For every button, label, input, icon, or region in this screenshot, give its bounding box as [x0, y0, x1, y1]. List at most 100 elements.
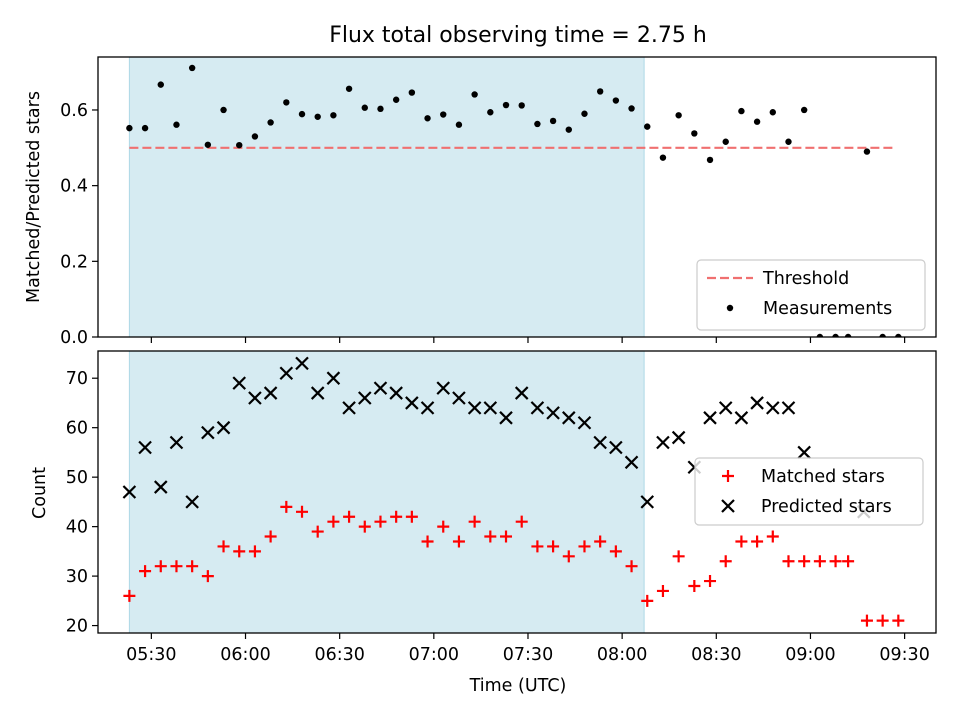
data-point	[279, 366, 294, 381]
top-plot-area: 0.0 0.2 0.4 0.6 Threshold Measurements	[60, 56, 937, 348]
data-point	[769, 109, 776, 116]
bottom-y-tick-label: 30	[66, 567, 88, 587]
data-point	[452, 535, 465, 548]
data-point	[373, 381, 388, 395]
data-point	[424, 115, 431, 122]
bottom-plot-area: 20 30 40 50 60 70 05:30 06:00 06:30 07:00 07:30 08:…	[66, 350, 937, 665]
data-point	[153, 480, 168, 494]
top-axes-frame	[97, 56, 937, 338]
data-point	[719, 555, 732, 568]
data-point	[547, 540, 560, 553]
top-plot-content	[126, 57, 902, 337]
bottom-panel: 20 30 40 50 60 70 05:30 06:00 06:30 07:00 07:30 08:…	[30, 350, 937, 696]
x-tick-label: 08:30	[691, 645, 741, 665]
data-point	[829, 555, 842, 568]
data-point	[405, 510, 418, 523]
data-point	[139, 565, 152, 578]
data-point	[204, 141, 212, 148]
data-point	[766, 401, 780, 415]
top-y-axis-label: Matched/Predicted stars	[24, 91, 44, 303]
data-point	[311, 525, 324, 538]
data-point	[624, 455, 639, 470]
data-point	[546, 406, 560, 420]
data-point	[220, 106, 227, 114]
data-point	[141, 124, 149, 132]
data-point	[186, 560, 199, 573]
data-point	[296, 505, 309, 518]
legend-label: Measurements	[763, 299, 892, 319]
data-point	[895, 333, 902, 337]
data-point	[703, 411, 717, 425]
bottom-y-tick-label: 60	[66, 419, 88, 439]
legend-label: Threshold	[762, 269, 849, 289]
data-point	[738, 107, 745, 115]
data-point	[534, 120, 541, 128]
data-point	[217, 540, 230, 553]
data-point	[691, 130, 698, 137]
data-point	[248, 545, 261, 558]
data-point	[264, 530, 277, 543]
data-point	[500, 530, 513, 543]
data-point	[358, 391, 372, 405]
data-point	[706, 156, 714, 164]
legend-frame	[696, 259, 926, 331]
data-point	[628, 105, 635, 112]
x-tick-label: 07:30	[503, 645, 553, 665]
data-point	[565, 126, 572, 133]
x-tick-label: 06:00	[220, 645, 270, 665]
data-point	[487, 109, 494, 116]
data-point	[345, 85, 353, 92]
data-point	[343, 510, 356, 523]
data-point	[440, 111, 447, 118]
x-tick-label: 05:30	[126, 645, 176, 665]
bottom-plot-content	[122, 351, 905, 633]
data-point	[283, 99, 290, 106]
data-point	[785, 138, 792, 145]
data-point	[609, 440, 623, 455]
data-point	[842, 555, 855, 568]
x-tick-label: 07:00	[409, 645, 459, 665]
data-point	[201, 425, 215, 440]
data-point	[832, 333, 839, 337]
data-point	[514, 386, 529, 400]
data-point	[797, 445, 811, 460]
data-point	[530, 401, 545, 415]
data-point	[326, 371, 341, 385]
data-point	[641, 594, 654, 607]
data-point	[484, 530, 497, 543]
data-point	[263, 386, 278, 400]
data-point	[612, 97, 620, 104]
legend-x-swatch	[721, 499, 735, 513]
bottom-y-tick-label: 40	[66, 518, 88, 538]
data-point	[483, 401, 498, 415]
data-point	[879, 333, 886, 337]
data-point	[596, 88, 604, 95]
data-point	[656, 584, 669, 597]
data-point	[722, 138, 729, 145]
data-point	[468, 515, 481, 528]
bottom-legend: Matched stars Predicted stars	[694, 457, 924, 526]
data-point	[421, 535, 434, 548]
data-point	[392, 96, 400, 103]
data-point	[138, 440, 152, 455]
data-point	[844, 333, 852, 337]
bottom-y-tick-label: 70	[66, 369, 88, 389]
data-point	[405, 396, 419, 410]
top-y-tick-label: 0.0	[60, 328, 88, 348]
bottom-y-tick-label: 20	[66, 617, 88, 637]
data-point	[876, 614, 889, 627]
data-point	[126, 124, 133, 132]
data-point	[280, 500, 293, 513]
data-point	[358, 520, 371, 533]
data-point	[625, 560, 638, 573]
data-point	[330, 112, 337, 119]
data-point	[310, 386, 325, 400]
data-point	[562, 550, 575, 563]
data-point	[157, 81, 164, 88]
data-point	[577, 415, 592, 430]
data-point	[518, 102, 525, 109]
data-point	[813, 555, 826, 568]
data-point	[185, 495, 199, 509]
data-point	[154, 560, 167, 573]
data-point	[593, 435, 607, 450]
